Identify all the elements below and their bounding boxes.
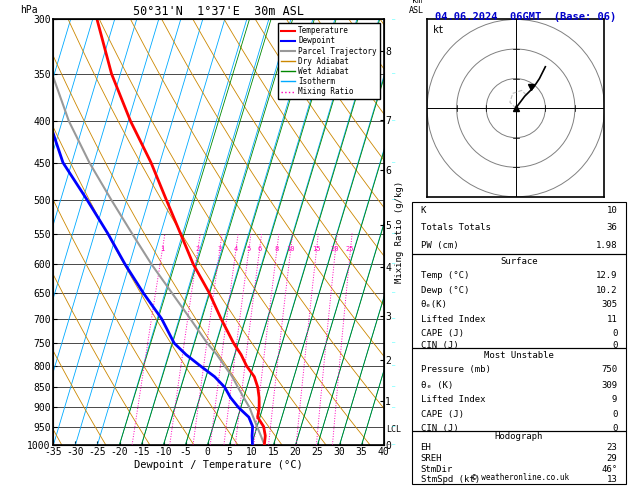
Bar [412, 202, 626, 254]
Text: LCL: LCL [386, 425, 401, 434]
Text: 6: 6 [257, 246, 261, 252]
Text: —: — [391, 17, 395, 22]
Text: 305: 305 [601, 300, 617, 309]
Text: 46°: 46° [601, 465, 617, 474]
Text: StmDir: StmDir [421, 465, 453, 474]
Text: 9: 9 [612, 396, 617, 404]
Text: 25: 25 [346, 246, 355, 252]
Text: Dewp (°C): Dewp (°C) [421, 286, 469, 295]
Text: Totals Totals: Totals Totals [421, 223, 491, 232]
Text: Pressure (mb): Pressure (mb) [421, 365, 491, 374]
Text: 750: 750 [601, 365, 617, 374]
Text: 0: 0 [612, 424, 617, 433]
X-axis label: Dewpoint / Temperature (°C): Dewpoint / Temperature (°C) [134, 460, 303, 470]
Text: 20: 20 [331, 246, 340, 252]
Text: CIN (J): CIN (J) [421, 424, 458, 433]
Text: θₑ (K): θₑ (K) [421, 381, 453, 390]
Text: 11: 11 [606, 315, 617, 324]
Text: Lifted Index: Lifted Index [421, 396, 485, 404]
Text: K: K [421, 206, 426, 215]
Y-axis label: Mixing Ratio (g/kg): Mixing Ratio (g/kg) [395, 181, 404, 283]
Text: —: — [391, 405, 395, 410]
Text: 29: 29 [606, 454, 617, 463]
Text: —: — [391, 316, 395, 321]
Text: EH: EH [421, 443, 431, 452]
Title: 50°31'N  1°37'E  30m ASL: 50°31'N 1°37'E 30m ASL [133, 5, 304, 18]
Text: CAPE (J): CAPE (J) [421, 410, 464, 419]
Text: 5: 5 [247, 246, 250, 252]
Text: StmSpd (kt): StmSpd (kt) [421, 475, 480, 484]
Text: PW (cm): PW (cm) [421, 241, 458, 250]
Text: 4: 4 [233, 246, 238, 252]
Text: Lifted Index: Lifted Index [421, 315, 485, 324]
Text: Temp (°C): Temp (°C) [421, 271, 469, 280]
Text: CAPE (J): CAPE (J) [421, 329, 464, 338]
Bar [412, 348, 626, 432]
Legend: Temperature, Dewpoint, Parcel Trajectory, Dry Adiabat, Wet Adiabat, Isotherm, Mi: Temperature, Dewpoint, Parcel Trajectory… [278, 23, 380, 99]
Text: —: — [391, 424, 395, 429]
Text: 23: 23 [606, 443, 617, 452]
Text: 2: 2 [196, 246, 199, 252]
Text: —: — [391, 341, 395, 346]
Text: 1.98: 1.98 [596, 241, 617, 250]
Text: 1: 1 [160, 246, 164, 252]
Text: 3: 3 [218, 246, 221, 252]
Text: 15: 15 [312, 246, 321, 252]
Text: 8: 8 [274, 246, 279, 252]
Text: —: — [391, 71, 395, 76]
Text: —: — [391, 197, 395, 202]
Text: —: — [391, 160, 395, 165]
Text: 13: 13 [606, 475, 617, 484]
Text: 0: 0 [612, 341, 617, 350]
Text: 12.9: 12.9 [596, 271, 617, 280]
Text: 10: 10 [606, 206, 617, 215]
Text: 10.2: 10.2 [596, 286, 617, 295]
Text: kt: kt [432, 25, 444, 35]
Text: 0: 0 [612, 410, 617, 419]
Bar [412, 432, 626, 484]
Text: hPa: hPa [21, 5, 38, 15]
Text: © weatheronline.co.uk: © weatheronline.co.uk [472, 473, 569, 482]
Text: —: — [391, 119, 395, 123]
Text: 309: 309 [601, 381, 617, 390]
Text: Surface: Surface [500, 257, 538, 266]
Text: 36: 36 [606, 223, 617, 232]
Text: θₑ(K): θₑ(K) [421, 300, 447, 309]
Text: Most Unstable: Most Unstable [484, 351, 554, 360]
Text: —: — [391, 364, 395, 368]
Text: Hodograph: Hodograph [495, 433, 543, 441]
Text: 0: 0 [612, 329, 617, 338]
Text: —: — [391, 385, 395, 390]
Text: —: — [391, 290, 395, 295]
Text: 10: 10 [286, 246, 294, 252]
Text: —: — [391, 442, 395, 447]
Text: —: — [391, 231, 395, 236]
Text: CIN (J): CIN (J) [421, 341, 458, 350]
Text: SREH: SREH [421, 454, 442, 463]
Text: km
ASL: km ASL [409, 0, 424, 15]
Text: —: — [391, 262, 395, 267]
Text: 04.06.2024  06GMT  (Base: 06): 04.06.2024 06GMT (Base: 06) [435, 12, 616, 22]
Bar [412, 254, 626, 348]
